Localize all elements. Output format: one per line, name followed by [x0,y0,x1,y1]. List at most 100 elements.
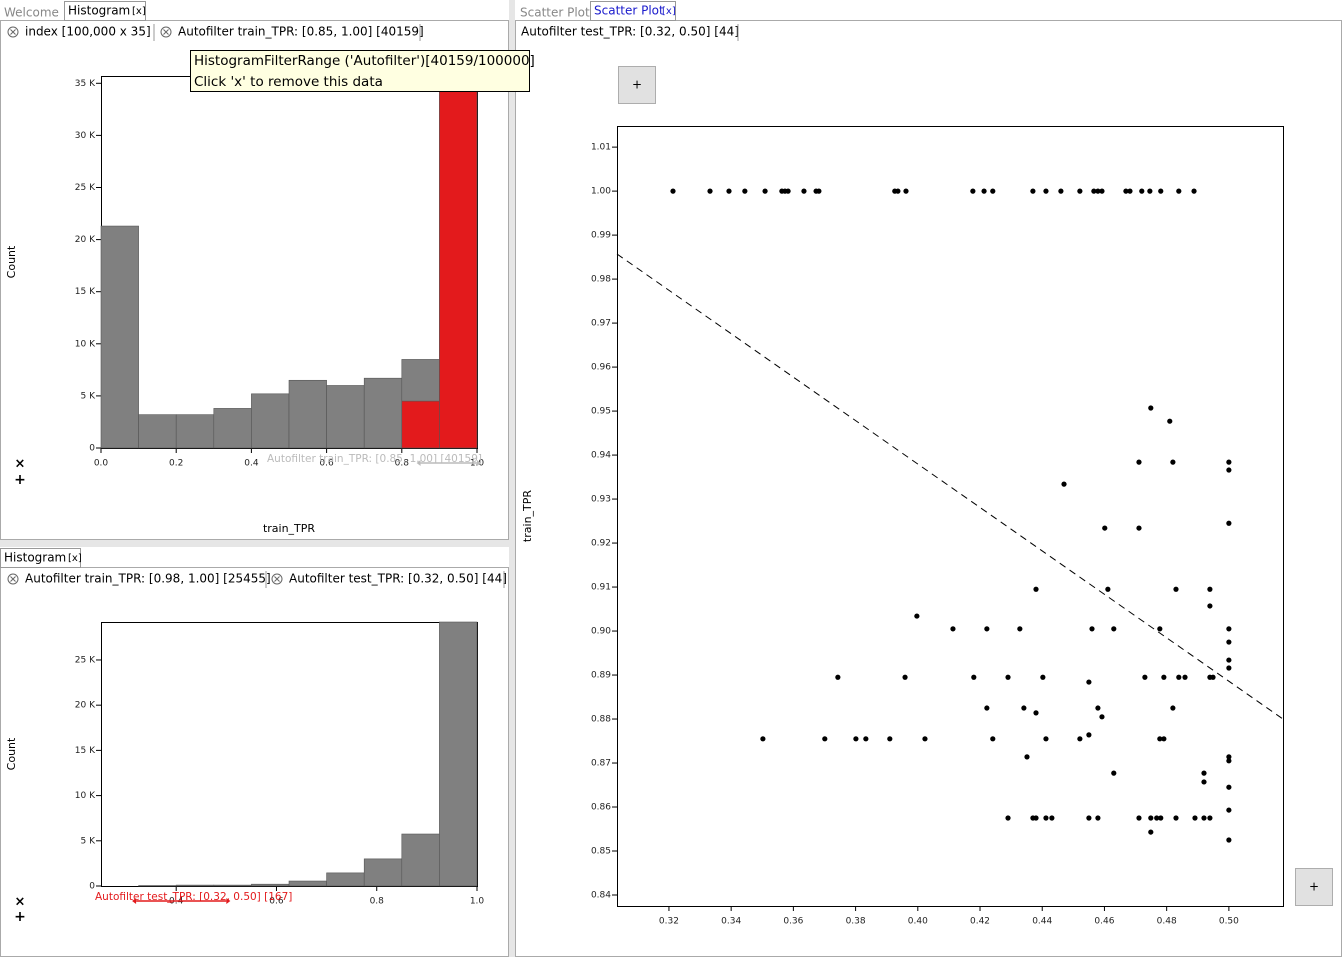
y-axis-label: Count [5,245,18,278]
point [1170,459,1176,465]
trend-line [616,253,1284,720]
point [1226,784,1232,790]
tooltip-text: Click 'x' to remove this data [194,74,383,90]
y-tick-label: 35 K [75,79,96,89]
point [1157,626,1163,632]
point [1226,639,1232,645]
plot-frame [101,622,478,887]
bar [439,76,478,449]
filter-handle [226,898,231,904]
chip-icon[interactable] [160,26,172,38]
tab[interactable]: Scatter Plot [520,6,590,20]
control[interactable]: × [15,895,26,910]
point [1099,714,1105,720]
point [1136,525,1142,531]
point [1201,779,1207,785]
y-tick-label: 1.00 [591,187,611,197]
y-tick-label: 0 [89,882,95,892]
bar [288,379,327,449]
point [1024,754,1030,760]
button-label[interactable]: + [632,78,642,92]
point [1158,188,1164,194]
tooltip: HistogramFilterRange ('Autofilter')[4015… [190,50,535,92]
point [1161,736,1167,742]
bar [251,883,290,887]
y-tick-label: 0.94 [591,451,611,461]
x-tick-label: 0.44 [1032,917,1052,927]
control[interactable]: + [14,909,26,925]
point [922,736,928,742]
button[interactable] [618,66,656,104]
point [990,736,996,742]
y-tick-label: 15 K [75,746,96,756]
y-tick-label: 0.91 [591,583,611,593]
tab[interactable]: Scatter Plot [594,4,664,18]
tab[interactable]: Histogram [4,551,66,565]
splitter[interactable] [0,540,509,547]
point [1158,815,1164,821]
button-label[interactable]: + [1309,880,1319,894]
tab-close[interactable]: [x] [662,6,676,17]
button[interactable] [1295,868,1333,906]
point [1005,815,1011,821]
y-tick-label: 25 K [75,183,96,193]
plot-frame [617,126,1284,907]
point [984,705,990,711]
point [1226,520,1232,526]
point [1005,674,1011,680]
chip-icon[interactable] [7,26,19,38]
point [1157,736,1163,742]
y-tick-label: 1.01 [591,143,611,153]
point [822,736,828,742]
x-tick-label: 0.2 [169,459,183,469]
point [1058,188,1064,194]
bar [363,377,403,449]
point [1173,586,1179,592]
chip: index [100,000 x 35] [25,25,151,39]
chip-icon[interactable] [271,573,283,585]
chip-icon[interactable] [7,573,19,585]
point [1033,710,1039,716]
bar [439,621,478,887]
point [1161,674,1167,680]
point [1095,815,1101,821]
point [1033,815,1039,821]
point [1136,815,1142,821]
tab-close[interactable]: [x] [68,553,82,564]
tab-close[interactable]: [x] [132,6,146,17]
y-tick-label: 0.92 [591,539,611,549]
point [1167,418,1173,424]
point [1170,705,1176,711]
control[interactable]: × [15,457,26,472]
tab[interactable]: Welcome [4,6,59,20]
point [760,736,766,742]
splitter[interactable] [509,0,515,957]
chip: Autofilter train_TPR: [0.98, 1.00] [2545… [25,572,271,586]
point [1077,188,1083,194]
bar [175,414,215,449]
point [1030,188,1036,194]
control[interactable]: + [14,472,26,488]
point [1142,674,1148,680]
x-tick-label: 0.8 [395,459,410,469]
filter-handle [477,460,481,466]
point [1089,626,1095,632]
point [1226,837,1232,843]
x-tick-label: 0.36 [783,917,803,927]
point [1111,770,1117,776]
y-axis-label: train_TPR [521,490,534,542]
point [914,613,920,619]
point [762,188,768,194]
point [1192,815,1198,821]
bar [100,225,139,449]
point [970,188,976,194]
y-tick-label: 0.84 [591,891,611,901]
point [1226,657,1232,663]
point [1226,665,1232,671]
point [835,674,841,680]
point [971,674,977,680]
y-tick-label: 25 K [75,655,96,665]
tab[interactable]: Histogram [68,4,130,18]
